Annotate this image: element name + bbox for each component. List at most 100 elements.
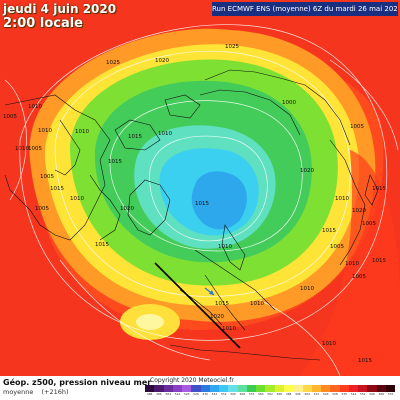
pressure-label: 1015 [372,186,386,192]
pressure-label: 1005 [35,206,49,212]
scale-swatch [200,385,210,392]
pressure-label: 1010 [28,104,42,110]
scale-label: 584 [258,392,264,396]
scale-label: 536 [202,392,208,396]
model-run-label: Run ECMWF ENS (moyenne) 6Z du mardi 26 m… [212,2,398,16]
scale-swatch [237,385,247,392]
scale-swatch [321,385,331,392]
scale-swatch [311,385,322,392]
pressure-label: 1010 [222,326,236,332]
scale-label: 576 [248,392,255,396]
map-title: Géop. z500, pression niveau mer [3,378,152,387]
pressure-label: 1015 [372,258,386,264]
scale-swatch [154,385,164,392]
map-subtitle: moyenne (+216h) [3,388,75,396]
blue-core-zone [191,171,247,230]
scale-label: 528 [332,392,338,396]
pressure-label: 1025 [106,60,120,66]
scale-swatch [293,385,303,392]
forecast-date: jeudi 4 juin 2020 [3,2,117,16]
scale-swatch [219,385,229,392]
pressure-label: 1005 [3,114,17,120]
scale-swatch [302,385,312,392]
isobar-lines [4,24,399,376]
scale-swatch [265,385,275,392]
pressure-label: 1010 [158,131,172,137]
scale-label: 560 [369,392,375,396]
scale-label: 488 [146,392,153,396]
pressure-label: 1010 [322,341,336,347]
copyright-text: Copyright 2020 Meteociel.fr [150,377,234,384]
scale-label: 512 [174,392,181,396]
pressure-label: 1015 [195,201,209,207]
scale-label: 520 [183,392,190,396]
pressure-label: 1020 [120,206,134,212]
scale-swatch [246,385,257,392]
pressure-label: 1000 [282,100,296,106]
scale-label: 504 [165,392,171,396]
scale-swatch [330,385,340,392]
scale-swatch [163,385,173,392]
scale-label: 496 [156,392,162,396]
scale-swatch [228,385,238,392]
scale-label: 512 [313,392,320,396]
color-scale: 488 496 504 512 520 528 536 544 552 560 568 576 584 5… [145,385,396,399]
pressure-label: 1010 [38,128,52,134]
scale-swatch [385,385,396,392]
scale-label: 544 [350,392,357,396]
east-red-zone [300,150,400,376]
scale-swatch [339,385,349,392]
pressure-label: 1005 [28,146,42,152]
subtitle-mean: moyenne [3,388,34,396]
scale-swatch [376,385,386,392]
scale-swatch [182,385,192,392]
scale-label: 504 [304,392,310,396]
scale-swatch [172,385,183,392]
scale-swatch [191,385,201,392]
scale-label: 600 [276,392,283,396]
scale-label: 544 [211,392,218,396]
pressure-label: 1005 [362,221,376,227]
scale-label: 496 [295,392,301,396]
scale-label: 520 [322,392,329,396]
scale-swatch [348,385,359,392]
geopotential-map: 1025 1020 1025 1000 1005 1010 1010 1005 … [0,0,400,376]
scale-label: 552 [360,392,366,396]
forecast-time: 2:00 locale [3,16,83,31]
pressure-label: 1015 [95,242,109,248]
scale-swatch [283,385,294,392]
trough-axis-line [154,262,241,349]
scale-swatch [209,385,220,392]
scale-label: 488 [285,392,292,396]
scale-label: 560 [230,392,236,396]
pressure-label: 1020 [300,168,314,174]
pressure-label: 1015 [215,301,229,307]
scale-label: 568 [239,392,245,396]
pressure-label: 1020 [210,314,224,320]
pressure-label: 1010 [345,261,359,267]
subtitle-lead-time: (+216h) [41,388,69,396]
pressure-label: 1005 [352,274,366,280]
pressure-label: 1015 [358,358,372,364]
pressure-label: 1015 [50,186,64,192]
color-scale-labels: 488 496 504 512 520 528 536 544 552 560 568 576 584 5… [145,392,395,398]
scale-label: 568 [378,392,384,396]
pressure-labels: 1025 1020 1025 1000 1005 1010 1010 1005 … [3,44,386,364]
pressure-label: 1010 [250,301,264,307]
pressure-label: 1010 [300,286,314,292]
pressure-label: 1005 [330,244,344,250]
pressure-label: 1025 [225,44,239,50]
blue-arrow-head [209,290,214,295]
pressure-label: 1020 [352,208,366,214]
scale-swatch [367,385,377,392]
pressure-label: 1005 [350,124,364,130]
pressure-label: 1010 [70,196,84,202]
scale-label: 528 [193,392,199,396]
scale-label: 592 [267,392,273,396]
pressure-label: 1010 [218,244,232,250]
pressure-label: 1015 [322,228,336,234]
pressure-label: 1010 [335,196,349,202]
pressure-label: 1005 [40,174,54,180]
scale-label: 536 [341,392,347,396]
